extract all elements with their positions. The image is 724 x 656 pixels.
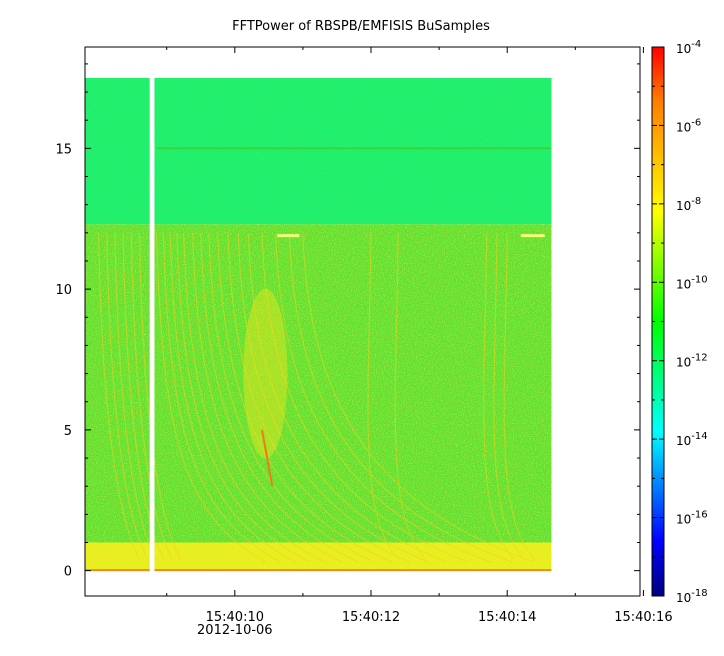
- emission-core: [261, 429, 274, 487]
- y-tick-label: 10: [55, 283, 72, 298]
- dispersion-streak: [217, 232, 393, 563]
- zero-frequency-line: [85, 569, 552, 572]
- noise-texture-low: [85, 224, 552, 571]
- dispersion-streak: [114, 232, 157, 560]
- emission-enhancement: [243, 288, 288, 459]
- dispersion-streak: [169, 232, 296, 563]
- spectrogram-plot: [85, 76, 552, 572]
- colorbar-tick-label: 10-4: [676, 39, 701, 56]
- y-tick-label: 15: [55, 142, 72, 157]
- dispersion-streak: [288, 232, 513, 563]
- dispersion-streak: [208, 232, 376, 563]
- dispersion-streak: [394, 232, 426, 560]
- colorbar-tick-label: 10-8: [676, 196, 701, 213]
- dispersion-streak: [493, 232, 525, 560]
- dispersion-streak: [200, 232, 359, 563]
- colorbar: 10-18 10-16 10-14 10-12 10-10 10-8 10-6 10-4: [651, 39, 708, 605]
- dispersion-streak: [247, 232, 448, 563]
- dispersion-streak: [155, 232, 266, 563]
- 12-khz-patch-2: [520, 234, 545, 238]
- dispersion-streak: [237, 232, 430, 563]
- colorbar-gradient: [652, 47, 664, 596]
- dispersion-streak: [192, 232, 343, 563]
- colorbar-ticks: 10-18 10-16 10-14 10-12 10-10 10-8 10-6 10-4: [652, 39, 708, 605]
- dispersion-streak: [122, 232, 165, 560]
- dispersion-streak: [503, 232, 535, 560]
- y-tick-label: 5: [64, 424, 72, 439]
- x-tick-label: 15:40:16: [614, 610, 672, 625]
- dispersion-streak: [106, 232, 149, 560]
- colorbar-tick-label: 10-10: [676, 274, 708, 291]
- dispersion-streak: [275, 232, 492, 563]
- y-axis: 0 5 10 15: [55, 63, 640, 580]
- dispersion-streak: [98, 232, 140, 560]
- dispersion-streak: [227, 232, 411, 563]
- dispersion-streak: [261, 232, 470, 563]
- y-tick-label: 0: [64, 565, 72, 580]
- colorbar-tick-label: 10-18: [676, 588, 708, 605]
- colorbar-tick-label: 10-16: [676, 510, 708, 527]
- x-tick-label: 15:40:10: [206, 610, 264, 625]
- 15-khz-line: [156, 147, 552, 150]
- x-tick-label: 15:40:14: [478, 610, 536, 625]
- dispersion-streak: [176, 232, 311, 563]
- 12-khz-patch-1: [277, 234, 300, 238]
- data-gap: [149, 76, 155, 572]
- dispersion-streak: [183, 232, 326, 563]
- chart-title: FFTPower of RBSPB/EMFISIS BuSamples: [232, 19, 490, 34]
- colorbar-tick-label: 10-14: [676, 431, 708, 448]
- x-tick-label: 15:40:12: [342, 610, 400, 625]
- colorbar-tick-label: 10-6: [676, 117, 701, 134]
- dispersion-streak: [162, 232, 281, 563]
- noise-texture-high: [85, 77, 552, 225]
- colorbar-tick-label: 10-12: [676, 353, 708, 370]
- dispersion-streak: [483, 232, 515, 560]
- x-tick-date-label: 2012-10-06: [197, 623, 273, 638]
- dispersion-streak: [130, 232, 173, 560]
- dispersion-streaks: [98, 232, 535, 563]
- plot-frame: [84, 46, 641, 597]
- dispersion-streak: [302, 232, 535, 563]
- dispersion-streak: [367, 232, 399, 560]
